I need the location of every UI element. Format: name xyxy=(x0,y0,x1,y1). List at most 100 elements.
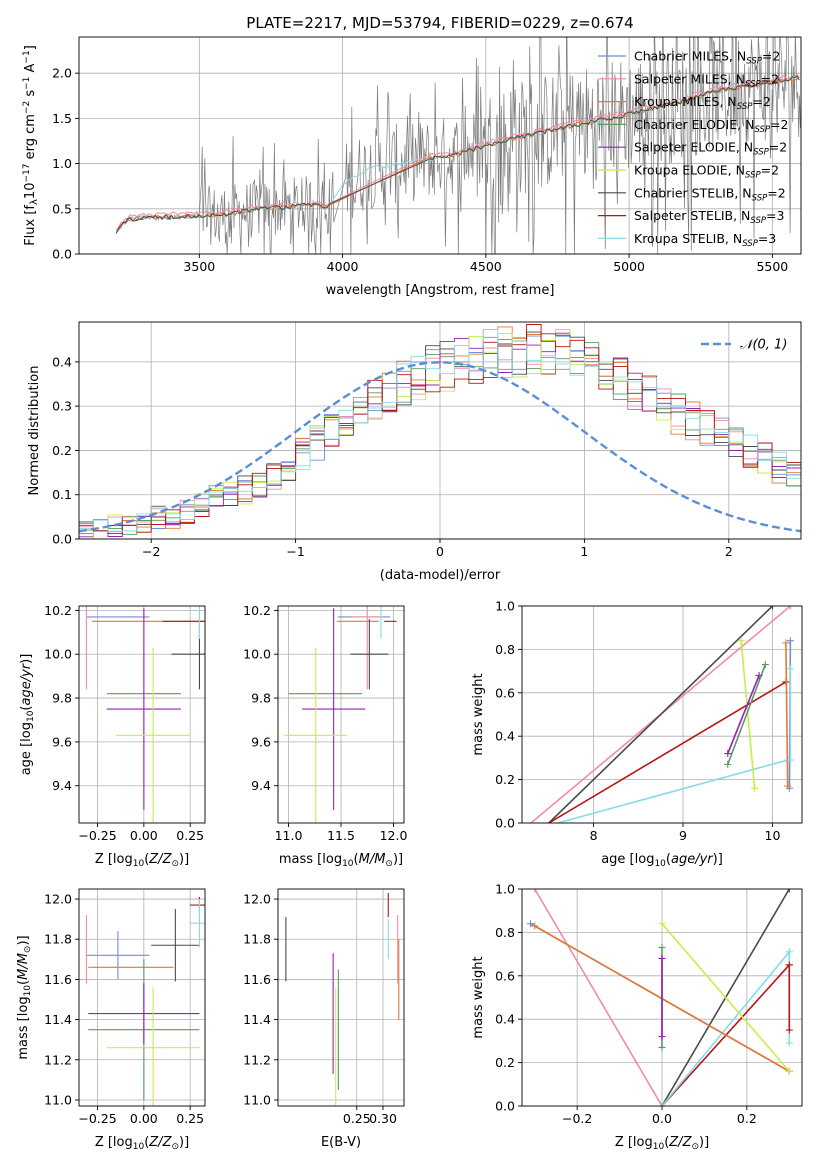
y-tick-label: 0.0 xyxy=(495,816,515,831)
histogram-kroupa-stelib-step xyxy=(79,329,801,539)
y-tick-label: 11.4 xyxy=(44,1012,72,1027)
model-spectrum-chabrier-stelib-line xyxy=(115,75,800,234)
x-tick-label: −1 xyxy=(286,544,304,559)
figure-title: PLATE=2217, MJD=53794, FIBERID=0229, z=0… xyxy=(246,14,633,32)
x-tick-label: 4500 xyxy=(470,259,502,274)
y-tick-label: 11.6 xyxy=(243,972,271,987)
x-tick-label: 0.0 xyxy=(652,1111,672,1126)
weight-marker xyxy=(785,1039,793,1047)
x-tick-label: 0.25 xyxy=(176,828,204,843)
y-tick-label: 9.8 xyxy=(251,691,271,706)
errorbar-point-chabrier-miles xyxy=(86,931,150,980)
y-tick-label: 2.0 xyxy=(52,66,72,81)
y-tick-label: 9.6 xyxy=(251,734,271,749)
y-tick-label: 0.1 xyxy=(52,487,72,502)
weight-segment xyxy=(727,675,760,754)
x-tick-label: 2 xyxy=(725,544,733,559)
y-tick-label: 0.0 xyxy=(52,247,72,262)
weight-marker xyxy=(782,639,790,647)
age-vs-mass-panel: 11.0 11.5 12.0 9.4 9.6 9.8 10.0 10.2 mass [log10… xyxy=(243,603,407,869)
x-tick-label: 12.0 xyxy=(380,828,408,843)
model-spectrum-salpeter-miles-line xyxy=(115,73,800,231)
legend-label: Kroupa MILES, NSSP=2 xyxy=(634,94,771,112)
y-tick-label: 11.0 xyxy=(44,1092,72,1107)
weight-marker xyxy=(724,750,732,758)
weight-segment xyxy=(557,759,788,823)
weight-marker xyxy=(785,1067,793,1075)
weight-marker xyxy=(785,889,793,893)
age-vs-z-grid xyxy=(79,606,205,823)
y-tick-label: 11.2 xyxy=(243,1052,271,1067)
y-axis-label: mass weight xyxy=(471,956,486,1038)
y-axis-label: mass [log10(M/M⊙)] xyxy=(16,935,33,1059)
y-tick-label: 9.4 xyxy=(52,778,72,793)
weight-vs-z-panel: −0.2 0.0 0.2 0.0 0.2 0.4 0.6 0.8 1.0 mass weight Z… xyxy=(471,882,803,1152)
age-vs-mass-axes: 11.0 11.5 12.0 9.4 9.6 9.8 10.0 10.2 mass [log10… xyxy=(243,603,407,869)
weight-marker xyxy=(785,1026,793,1034)
legend-label: Kroupa STELIB, NSSP=3 xyxy=(634,231,776,249)
weight-marker xyxy=(786,637,794,645)
y-tick-label: 11.8 xyxy=(243,932,271,947)
y-tick-label: 10.2 xyxy=(44,603,72,618)
legend-entry-salpeter-elodie: Salpeter ELODIE, NSSP=2 xyxy=(598,140,787,158)
y-tick-label: 0.2 xyxy=(495,1055,515,1070)
weight-marker xyxy=(768,606,776,610)
weight-marker xyxy=(658,920,666,928)
x-axis-label: Z [log10(Z/Z⊙)] xyxy=(95,1135,189,1152)
weight-line-salpeter-elodie xyxy=(658,954,666,1041)
y-tick-label: 9.4 xyxy=(251,778,271,793)
legend-label: Salpeter ELODIE, NSSP=2 xyxy=(634,140,787,158)
y-tick-label: 0.0 xyxy=(52,532,72,547)
legend-label: Chabrier STELIB, NSSP=2 xyxy=(634,185,786,203)
x-tick-label: 1 xyxy=(580,544,588,559)
mass-vs-ebv-grid xyxy=(278,889,404,1106)
weight-line-kroupa-stelib xyxy=(557,756,792,823)
weight-marker xyxy=(658,1043,666,1051)
weight-line-kroupa-stelib xyxy=(786,665,794,764)
weight-vs-age-axes: 8 9 10 0.0 0.2 0.4 0.6 0.8 1.0 mass weight age [lo… xyxy=(471,599,803,869)
weight-segment xyxy=(661,951,790,1106)
weight-marker xyxy=(724,760,732,768)
y-tick-label: 11.2 xyxy=(44,1052,72,1067)
legend-label: Chabrier MILES, NSSP=2 xyxy=(634,49,780,67)
spectrum-plot-area xyxy=(115,37,801,254)
x-tick-label: 0 xyxy=(436,544,444,559)
y-tick-label: 0.0 xyxy=(495,1099,515,1114)
y-tick-label: 10.2 xyxy=(243,603,271,618)
mass-vs-z-frame xyxy=(78,888,206,1107)
weight-line-kroupa-stelib xyxy=(661,948,793,1106)
weight-marker xyxy=(751,784,759,792)
x-tick-label: 5500 xyxy=(756,259,788,274)
y-tick-label: 1.5 xyxy=(52,111,72,126)
x-tick-label: 9 xyxy=(679,828,687,843)
weight-line-salpeter-stelib xyxy=(785,961,793,1034)
legend-label: Kroupa ELODIE, NSSP=2 xyxy=(634,163,779,181)
histogram-legend: 𝒩(0, 1) xyxy=(701,338,787,353)
age-vs-z-panel: −0.25 0.00 0.25 9.4 9.6 9.8 10.0 10.2 age [log10… xyxy=(19,603,206,869)
weight-vs-age-plot-area xyxy=(530,606,794,823)
weight-marker xyxy=(785,961,793,969)
y-tick-label: 10.0 xyxy=(44,647,72,662)
x-tick-label: −0.25 xyxy=(78,828,116,843)
legend-entry-kroupa-elodie: Kroupa ELODIE, NSSP=2 xyxy=(598,163,779,181)
x-tick-label: 0.25 xyxy=(343,1111,371,1126)
legend-entry-salpeter-stelib: Salpeter STELIB, NSSP=3 xyxy=(598,208,784,226)
legend-entry-chabrier-stelib: Chabrier STELIB, NSSP=2 xyxy=(598,185,786,203)
weight-marker xyxy=(786,665,794,673)
weight-marker xyxy=(526,920,534,928)
weight-line-salpeter-elodie xyxy=(724,671,763,758)
x-axis-label: age [log10(age/yr)] xyxy=(601,852,723,869)
weight-segment xyxy=(740,640,756,789)
weight-marker xyxy=(658,954,666,962)
weight-marker xyxy=(737,637,745,645)
weight-vs-z-axes: −0.2 0.0 0.2 0.0 0.2 0.4 0.6 0.8 1.0 mass weight Z… xyxy=(471,882,803,1152)
histogram-axes: −2 −1 0 1 2 0.0 0.1 0.2 0.3 0.4 Normed distributio… xyxy=(27,321,802,583)
age-vs-mass-plot-area xyxy=(284,606,397,823)
weight-segment xyxy=(727,664,767,765)
y-tick-label: 0.4 xyxy=(52,354,72,369)
x-axis-label: mass [log10(M/M⊙)] xyxy=(279,852,403,869)
weight-line-kroupa-miles xyxy=(782,639,792,790)
x-tick-label: −0.2 xyxy=(562,1111,592,1126)
weight-line-chabrier-stelib xyxy=(548,606,776,823)
